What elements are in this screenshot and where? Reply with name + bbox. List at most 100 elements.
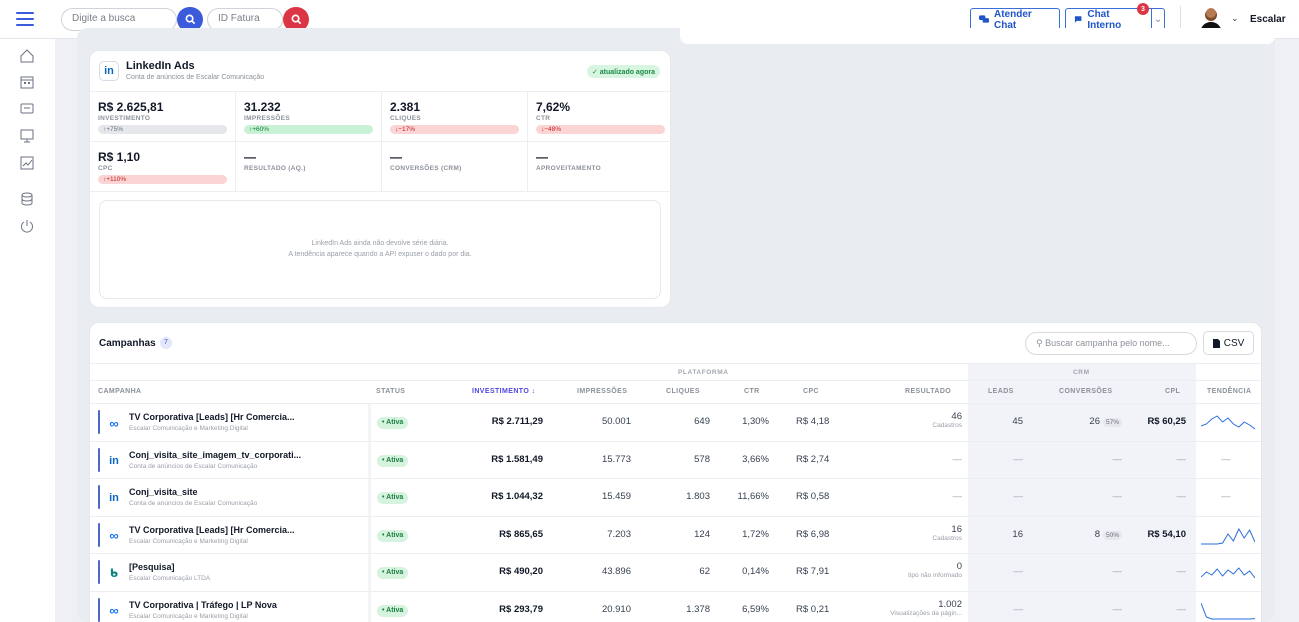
header-impressions[interactable]: IMPRESSÕES bbox=[577, 388, 628, 395]
divider bbox=[90, 363, 1261, 364]
table-row[interactable]: in Conj_visita_site_imagem_tv_corporati..… bbox=[90, 440, 1261, 480]
divider bbox=[368, 404, 371, 442]
header-clicks[interactable]: CLIQUES bbox=[666, 388, 700, 395]
cell-impressions: 7.203 bbox=[607, 528, 631, 540]
cell-clicks: 649 bbox=[694, 416, 710, 427]
internal-chat-dropdown[interactable]: ⌄ bbox=[1150, 9, 1164, 30]
cell-cpc: R$ 0,21 bbox=[796, 603, 830, 615]
header-conversions[interactable]: CONVERSÕES bbox=[1059, 388, 1113, 395]
trend-empty-state: LinkedIn Ads ainda não devolve série diá… bbox=[99, 200, 661, 299]
cell-impressions: 15.773 bbox=[601, 453, 631, 465]
trend-sparkline bbox=[1201, 602, 1255, 619]
chevron-down-icon[interactable]: ⌄ bbox=[1231, 13, 1239, 23]
metric-cell: — RESULTADO (AQ.) bbox=[236, 142, 382, 192]
campaign-name[interactable]: Conj_visita_site bbox=[129, 487, 198, 497]
campaign-name[interactable]: TV Corporativa [Leads] [Hr Comercia... bbox=[129, 412, 295, 422]
status-badge: • Ativa bbox=[377, 492, 409, 504]
home-icon[interactable] bbox=[19, 48, 35, 64]
sidebar bbox=[0, 39, 55, 622]
message-icon[interactable] bbox=[19, 101, 35, 117]
table-row[interactable]: ∞ TV Corporativa [Leads] [Hr Comercia... E… bbox=[90, 403, 1261, 442]
campaign-name[interactable]: Conj_visita_site_imagem_tv_corporati... bbox=[129, 449, 302, 460]
campaigns-count: 7 bbox=[160, 337, 172, 349]
metric-delta-badge: ↓−17% bbox=[390, 125, 519, 134]
user-name[interactable]: Escalar bbox=[1250, 14, 1286, 25]
group-crm: CRM bbox=[1073, 369, 1090, 376]
divider bbox=[368, 441, 371, 480]
cell-investment: R$ 2.711,29 bbox=[491, 416, 543, 427]
divider bbox=[368, 516, 371, 555]
metric-value: 31.232 bbox=[244, 100, 281, 114]
campaign-name[interactable]: TV Corporativa [Leads] [Hr Comercia... bbox=[129, 524, 295, 535]
cell-result: — bbox=[952, 453, 963, 465]
campaign-name[interactable]: TV Corporativa | Tráfego | LP Nova bbox=[129, 599, 277, 610]
header-leads[interactable]: LEADS bbox=[988, 388, 1014, 395]
table-row[interactable]: ᑲ [Pesquisa] Escalar Comunicação LTDA • Ati… bbox=[90, 553, 1261, 592]
header-campaign[interactable]: CAMPANHA bbox=[98, 388, 142, 395]
csv-export-button[interactable]: CSV bbox=[1203, 331, 1254, 355]
campaign-name[interactable]: [Pesquisa] bbox=[129, 562, 175, 572]
calendar-icon[interactable] bbox=[19, 74, 35, 90]
campaign-search-input[interactable]: ⚲ Buscar campanha pelo nome... bbox=[1025, 332, 1197, 355]
trend-sparkline bbox=[1201, 415, 1255, 430]
table-row[interactable]: in Conj_visita_site Conta de anúncios de E… bbox=[90, 478, 1261, 517]
database-icon[interactable] bbox=[19, 191, 35, 207]
metric-label: CLIQUES bbox=[390, 115, 421, 122]
result-value: 0 bbox=[956, 561, 962, 572]
cell-investment: R$ 293,79 bbox=[499, 603, 543, 615]
linkedin-card-title: LinkedIn Ads bbox=[126, 60, 195, 72]
header-status[interactable]: STATUS bbox=[376, 388, 406, 395]
metric-label: INVESTIMENTO bbox=[98, 115, 151, 122]
search-icon: ⚲ bbox=[1036, 338, 1046, 348]
metric-cell: — APROVEITAMENTO bbox=[528, 142, 674, 192]
csv-label: CSV bbox=[1223, 337, 1245, 349]
cell-investment: R$ 1.581,49 bbox=[491, 453, 543, 465]
table-row[interactable]: ∞ TV Corporativa [Leads] [Hr Comercia... E… bbox=[90, 515, 1261, 555]
chart-line-icon[interactable] bbox=[19, 155, 35, 171]
metric-label: CTR bbox=[536, 115, 551, 122]
cell-ctr: 11,66% bbox=[737, 491, 769, 502]
header-investment[interactable]: INVESTIMENTO ↓ bbox=[472, 388, 536, 395]
result-type: Cadastros bbox=[932, 422, 962, 429]
metric-cell: 2.381 CLIQUES ↓−17% bbox=[382, 92, 528, 142]
cell-leads: — bbox=[1013, 603, 1024, 615]
cell-ctr: 1,72% bbox=[742, 528, 769, 540]
search-button[interactable] bbox=[177, 7, 203, 32]
trend-sparkline bbox=[1201, 527, 1255, 544]
search-icon bbox=[291, 14, 301, 25]
table-row[interactable]: ∞ TV Corporativa | Tráfego | LP Nova Escal… bbox=[90, 590, 1261, 622]
campaign-account: Conta de anúncios de Escalar Comunicação bbox=[129, 462, 258, 470]
campaign-search-placeholder: Buscar campanha pelo nome... bbox=[1045, 338, 1170, 348]
campaigns-title: Campanhas bbox=[99, 338, 156, 349]
updated-badge: ✓ atualizado agora bbox=[586, 65, 660, 78]
conversions-value: 8 bbox=[1094, 528, 1100, 540]
empty-line-2: A tendência aparece quando a API expuser… bbox=[288, 251, 472, 258]
header-cpc[interactable]: CPC bbox=[803, 388, 819, 395]
linkedin-card-header: in LinkedIn Ads Conta de anúncios de Esc… bbox=[90, 51, 670, 92]
metric-cell: 7,62% CTR ↓−48% bbox=[528, 92, 674, 142]
campaign-account: Escalar Comunicação e Marketing Digital bbox=[129, 612, 248, 620]
linkedin-icon: in bbox=[109, 492, 119, 504]
result-type: tipo não informado bbox=[908, 572, 962, 579]
cell-leads: — bbox=[1013, 453, 1024, 465]
status-badge: • Ativa bbox=[377, 454, 409, 467]
header-ctr[interactable]: CTR bbox=[744, 388, 760, 395]
cell-conversions: — bbox=[1112, 566, 1123, 577]
power-icon[interactable] bbox=[19, 218, 35, 234]
cell-clicks: 62 bbox=[699, 566, 710, 577]
monitor-icon[interactable] bbox=[19, 128, 35, 144]
metric-delta-badge: ↑+60% bbox=[244, 125, 373, 134]
cell-leads: 45 bbox=[1012, 416, 1023, 427]
metric-label: IMPRESSÕES bbox=[244, 115, 290, 122]
invoice-search-button[interactable] bbox=[283, 7, 309, 32]
cell-cpl: — bbox=[1176, 491, 1187, 502]
chat-bubbles-icon bbox=[979, 15, 989, 23]
status-badge: • Ativa bbox=[377, 529, 409, 542]
header-trend[interactable]: TENDÊNCIA bbox=[1207, 388, 1252, 395]
menu-icon[interactable] bbox=[16, 12, 34, 26]
header-result[interactable]: RESULTADO bbox=[905, 388, 952, 395]
metric-delta-badge: ↓−48% bbox=[536, 125, 665, 134]
metric-value: — bbox=[536, 150, 548, 164]
metric-cell: R$ 1,10 CPC ↑+110% bbox=[90, 142, 236, 192]
header-cpl[interactable]: CPL bbox=[1165, 388, 1181, 395]
